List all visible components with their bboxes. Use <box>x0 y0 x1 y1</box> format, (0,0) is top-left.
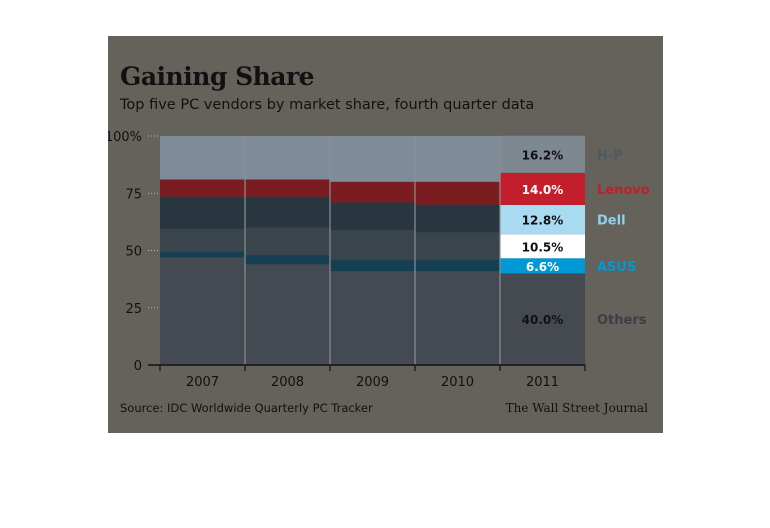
bar-acer-2009 <box>330 229 415 260</box>
bar-asus-2008 <box>245 255 330 265</box>
legend-others: Others <box>597 313 647 328</box>
bar-lenovo-2011 <box>500 172 585 205</box>
x-tick-label: 2008 <box>271 375 304 390</box>
y-tick-label: 25 <box>125 302 142 317</box>
y-tick-label: 0 <box>134 359 142 374</box>
legend-lenovo: Lenovo <box>597 183 650 198</box>
bar-dell-2010 <box>415 204 500 233</box>
bar-lenovo-2007 <box>160 179 245 197</box>
bar-dell-2009 <box>330 202 415 230</box>
bar-acer-2008 <box>245 227 330 256</box>
bar-hp-2009 <box>330 136 415 182</box>
bar-dell-2008 <box>245 196 330 228</box>
bar-asus-2007 <box>160 251 245 258</box>
bar-acer-2011 <box>500 234 585 259</box>
bar-others-2010 <box>415 271 500 365</box>
bar-hp-2008 <box>245 136 330 180</box>
bar-asus-2010 <box>415 259 500 272</box>
bar-lenovo-2009 <box>330 181 415 203</box>
x-tick-label: 2007 <box>186 375 219 390</box>
legend-dell: Dell <box>597 214 626 229</box>
data-label-asus: 6.6% <box>526 260 559 274</box>
x-tick-label: 2011 <box>526 375 559 390</box>
bar-asus-2011 <box>500 258 585 274</box>
data-label-lenovo: 14.0% <box>522 183 564 197</box>
credit-line: The Wall Street Journal <box>505 401 648 415</box>
source-note: Source: IDC Worldwide Quarterly PC Track… <box>120 401 373 415</box>
chart-subtitle: Top five PC vendors by market share, fou… <box>120 97 535 113</box>
data-label-acer: 10.5% <box>522 240 564 254</box>
bar-lenovo-2008 <box>245 179 330 197</box>
bar-asus-2009 <box>330 259 415 272</box>
bar-acer-2007 <box>160 228 245 252</box>
bar-others-2007 <box>160 257 245 365</box>
legend-hp: H-P <box>597 148 623 163</box>
bar-acer-2010 <box>415 232 500 260</box>
y-tick-label: 100% <box>108 130 142 145</box>
bar-others-2011 <box>500 273 585 365</box>
data-label-others: 40.0% <box>522 313 564 327</box>
legend-asus: ASUS <box>597 260 636 275</box>
data-label-dell: 12.8% <box>522 214 564 228</box>
chart-title: Gaining Share <box>120 62 315 91</box>
bar-hp-2007 <box>160 136 245 180</box>
data-label-hp: 16.2% <box>522 148 564 162</box>
x-tick-label: 2009 <box>356 375 389 390</box>
y-tick-label: 75 <box>125 187 142 202</box>
bar-dell-2011 <box>500 204 585 235</box>
bar-others-2009 <box>330 271 415 365</box>
bar-others-2008 <box>245 264 330 365</box>
bar-dell-2007 <box>160 196 245 229</box>
bar-lenovo-2010 <box>415 181 500 205</box>
bar-hp-2011 <box>500 135 585 173</box>
y-tick-label: 50 <box>125 245 142 260</box>
x-tick-label: 2010 <box>441 375 474 390</box>
stacked-bar-chart: 0 25 50 75 100% 2007 2008 2009 2010 2011 40.0% Othe… <box>108 130 650 390</box>
chart-frame: Gaining Share Top five PC vendors by mar… <box>108 36 663 433</box>
bar-hp-2010 <box>415 136 500 182</box>
